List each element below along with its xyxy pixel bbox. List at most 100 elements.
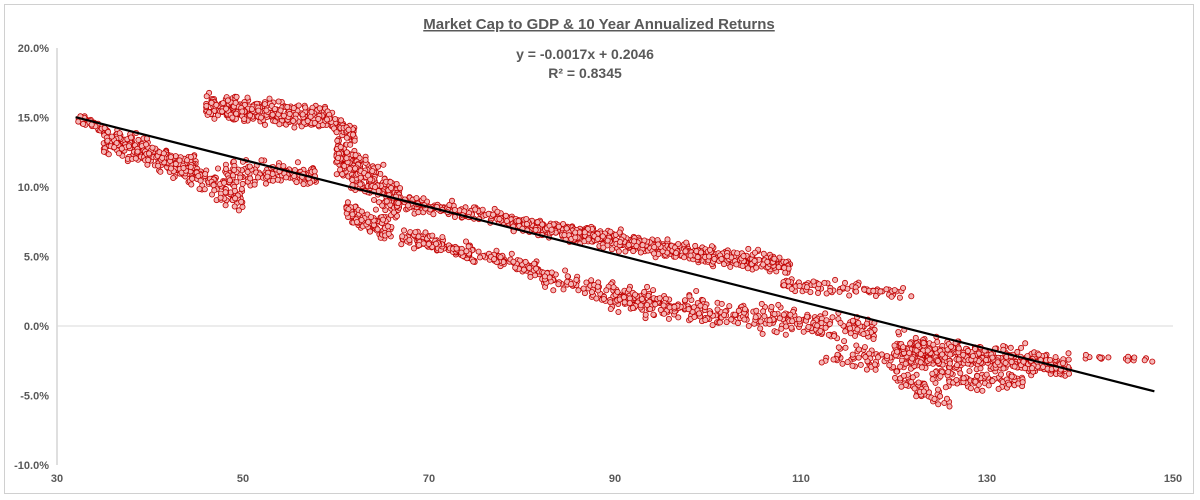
data-point: [269, 177, 276, 184]
data-point: [197, 177, 204, 184]
data-point: [335, 154, 342, 161]
data-point: [877, 288, 884, 295]
data-point: [898, 383, 905, 390]
data-point: [439, 234, 446, 241]
data-point: [837, 319, 844, 326]
data-point: [682, 248, 689, 255]
data-point: [967, 385, 974, 392]
data-point: [512, 264, 519, 271]
data-point: [247, 112, 254, 119]
data-point: [224, 97, 231, 104]
data-point: [682, 297, 689, 304]
data-point: [892, 374, 899, 381]
data-point: [395, 200, 402, 207]
data-point: [775, 301, 782, 308]
data-point: [1060, 360, 1067, 367]
data-point: [251, 181, 258, 188]
data-point: [231, 187, 238, 194]
data-point: [564, 273, 571, 280]
data-point: [494, 208, 501, 215]
data-point: [604, 237, 611, 244]
data-point: [302, 104, 309, 111]
data-point: [532, 226, 539, 233]
data-point: [562, 267, 569, 274]
data-point: [573, 276, 580, 283]
data-point: [926, 356, 933, 363]
data-point: [706, 253, 713, 260]
data-point: [470, 258, 477, 265]
data-point: [707, 246, 714, 253]
x-tick-label: 30: [51, 473, 63, 485]
data-point: [709, 322, 716, 329]
data-point: [891, 287, 898, 294]
data-point: [465, 243, 472, 250]
data-point: [964, 347, 971, 354]
data-point: [1066, 370, 1073, 377]
data-point: [400, 227, 407, 234]
data-point: [145, 150, 152, 157]
data-point: [561, 232, 568, 239]
data-point: [920, 388, 927, 395]
data-point: [757, 318, 764, 325]
data-point: [383, 198, 390, 205]
data-point: [262, 180, 269, 187]
data-point: [365, 219, 372, 226]
data-point: [145, 157, 152, 164]
data-point: [855, 319, 862, 326]
x-tick-label: 70: [423, 473, 435, 485]
data-point: [818, 359, 825, 366]
data-point: [939, 351, 946, 358]
data-point: [706, 310, 713, 317]
data-point: [724, 253, 731, 260]
data-point: [735, 307, 742, 314]
data-point: [104, 137, 111, 144]
data-point: [726, 303, 733, 310]
data-point: [555, 223, 562, 230]
data-point: [357, 174, 364, 181]
data-point: [290, 105, 297, 112]
data-point: [693, 287, 700, 294]
data-point: [621, 299, 628, 306]
data-point: [752, 314, 759, 321]
data-point: [945, 368, 952, 375]
data-point: [739, 262, 746, 269]
data-point: [974, 373, 981, 380]
data-point: [111, 144, 118, 151]
data-point: [651, 250, 658, 257]
data-point: [149, 144, 156, 151]
data-point: [364, 172, 371, 179]
data-point: [332, 116, 339, 123]
data-point: [761, 313, 768, 320]
data-point: [128, 134, 135, 141]
data-point: [626, 286, 633, 293]
data-point: [210, 182, 217, 189]
data-point: [966, 368, 973, 375]
data-point: [912, 334, 919, 341]
data-point: [369, 168, 376, 175]
data-point: [430, 211, 437, 218]
data-point: [788, 285, 795, 292]
data-point: [985, 382, 992, 389]
data-point: [337, 144, 344, 151]
data-point: [909, 355, 916, 362]
x-tick-label: 50: [237, 473, 249, 485]
data-point: [862, 353, 869, 360]
data-point: [319, 122, 326, 129]
data-point: [948, 343, 955, 350]
data-point: [358, 208, 365, 215]
data-point: [585, 236, 592, 243]
chart-title: Market Cap to GDP & 10 Year Annualized R…: [423, 16, 775, 33]
data-point: [861, 344, 868, 351]
data-point: [829, 314, 836, 321]
data-point: [594, 235, 601, 242]
data-point: [343, 149, 350, 156]
data-point: [849, 362, 856, 369]
data-point: [603, 287, 610, 294]
data-point: [451, 206, 458, 213]
data-point: [235, 207, 242, 214]
data-point: [675, 314, 682, 321]
data-point: [311, 168, 318, 175]
data-point: [572, 229, 579, 236]
data-point: [399, 233, 406, 240]
data-point: [1082, 351, 1089, 358]
